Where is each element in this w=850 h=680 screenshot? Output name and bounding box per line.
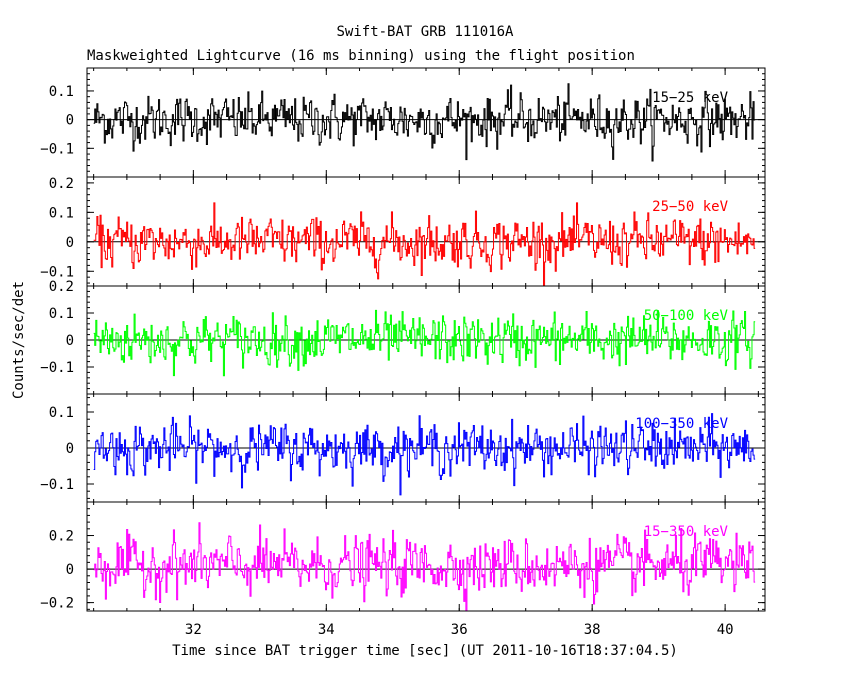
panel-frame — [86, 501, 766, 612]
y-tick-label: −0.1 — [40, 141, 74, 157]
x-axis-ticks: 32 34 36 38 40 — [185, 622, 734, 638]
band-label: 50−100 keV — [644, 308, 729, 324]
panels-group: −0.100.1 15−25 keV−0.100.10.225−50 keV−0.… — [40, 67, 766, 612]
series-line — [93, 309, 756, 377]
y-tick-label: 0.2 — [49, 279, 74, 295]
y-tick-label: 0.1 — [49, 205, 74, 221]
y-tick-label: 0 — [66, 333, 74, 349]
y-tick-label: 0 — [66, 562, 74, 578]
y-tick-label: −0.1 — [40, 360, 74, 376]
y-tick-label: 0 — [66, 235, 74, 251]
y-tick-label: 0 — [66, 441, 74, 457]
x-tick-label: 34 — [318, 622, 335, 638]
panel-15-350-kev: −0.2 0 0.2 15−350 keV — [40, 501, 766, 612]
chart-subtitle: Maskweighted Lightcurve (16 ms binning) … — [87, 48, 635, 64]
x-axis-label: Time since BAT trigger time [sec] (UT 20… — [172, 643, 678, 659]
band-label: 15−25 keV — [652, 90, 728, 106]
y-tick-label: 0.1 — [49, 84, 74, 100]
y-axis-label: Counts/sec/det — [11, 281, 27, 399]
y-tick-label: −0.2 — [40, 596, 74, 612]
chart-title: Swift-BAT GRB 111016A — [336, 24, 514, 40]
y-tick-label: 0.2 — [49, 176, 74, 192]
y-tick-label: −0.1 — [40, 477, 74, 493]
panel-25-50-kev: −0.1 0 0.1 0.2 25−50 keV — [40, 176, 766, 287]
series-line — [93, 202, 756, 286]
series-line — [93, 522, 756, 611]
panel-100-350-kev: −0.1 0 0.1 100−350 keV — [40, 393, 766, 503]
series-line — [93, 413, 756, 496]
x-tick-label: 38 — [584, 622, 601, 638]
band-label: 25−50 keV — [652, 199, 728, 215]
y-tick-label: 0.1 — [49, 306, 74, 322]
series-line — [93, 83, 756, 162]
y-tick-label: −0.1 — [40, 264, 74, 280]
panel-50-100-kev: −0.1 0 0.1 0.2 50−100 keV — [40, 279, 766, 395]
x-tick-label: 32 — [185, 622, 202, 638]
x-tick-label: 36 — [451, 622, 468, 638]
y-tick-label: 0 — [66, 113, 74, 129]
band-label: 15−350 keV — [644, 524, 729, 540]
y-tick-label: 0.2 — [49, 529, 74, 545]
x-tick-label: 40 — [717, 622, 734, 638]
y-tick-label: 0.1 — [49, 405, 74, 421]
band-label: 100−350 keV — [635, 416, 728, 432]
panel-frame — [86, 176, 766, 287]
panel-15-25-kev: −0.1 0 0.1 15−25 keV — [40, 67, 766, 178]
